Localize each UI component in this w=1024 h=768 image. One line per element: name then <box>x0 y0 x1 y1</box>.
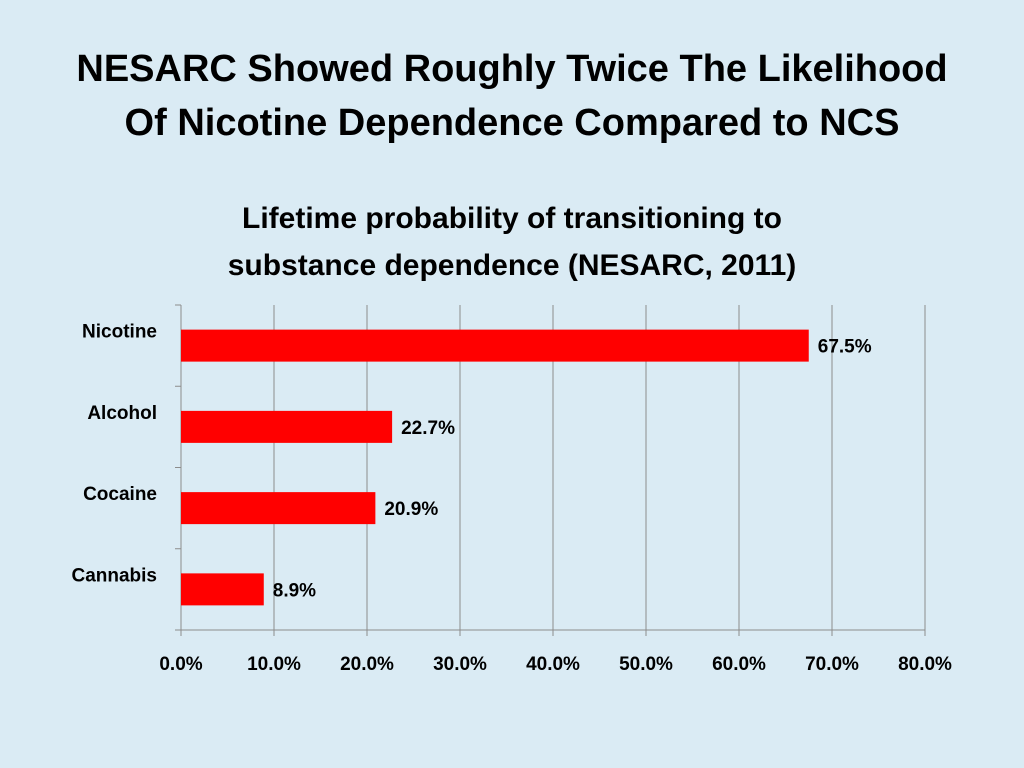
bar-alcohol <box>181 410 393 443</box>
labels: 0.0% 10.0% 20.0% 30.0% 40.0% 50.0% 60.0% 70.0% 8… <box>71 322 952 675</box>
chart-title-line-2: substance dependence (NESARC, 2011) <box>228 249 797 282</box>
bar-cocaine <box>181 492 376 525</box>
x-tick-label: 20.0% <box>340 654 394 675</box>
x-tick-label: 50.0% <box>619 654 673 675</box>
category-label-alcohol: Alcohol <box>87 403 157 424</box>
slide-title-line-1: NESARC Showed Roughly Twice The Likeliho… <box>76 48 948 90</box>
slide-title-line-2: Of Nicotine Dependence Compared to NCS <box>124 102 900 144</box>
x-tick-label: 30.0% <box>433 654 487 675</box>
data-label-nicotine: 67.5% <box>818 337 872 358</box>
x-tick-label: 80.0% <box>898 654 952 675</box>
category-label-nicotine: Nicotine <box>82 322 157 343</box>
data-label-alcohol: 22.7% <box>401 418 455 439</box>
x-tick-label: 40.0% <box>526 654 580 675</box>
bar-nicotine <box>181 329 809 362</box>
bars <box>181 329 809 606</box>
category-label-cannabis: Cannabis <box>71 565 157 586</box>
bar-cannabis <box>181 573 264 606</box>
data-label-cocaine: 20.9% <box>384 499 438 520</box>
category-label-cocaine: Cocaine <box>83 484 157 505</box>
x-tick-label: 60.0% <box>712 654 766 675</box>
chart-title: Lifetime probability of transitioning to… <box>228 202 797 282</box>
x-tick-label: 70.0% <box>805 654 859 675</box>
x-tick-label: 10.0% <box>247 654 301 675</box>
chart-title-line-1: Lifetime probability of transitioning to <box>242 202 782 235</box>
data-label-cannabis: 8.9% <box>273 580 316 601</box>
slide-title: NESARC Showed Roughly Twice The Likeliho… <box>0 42 1024 150</box>
x-tick-label: 0.0% <box>159 654 202 675</box>
